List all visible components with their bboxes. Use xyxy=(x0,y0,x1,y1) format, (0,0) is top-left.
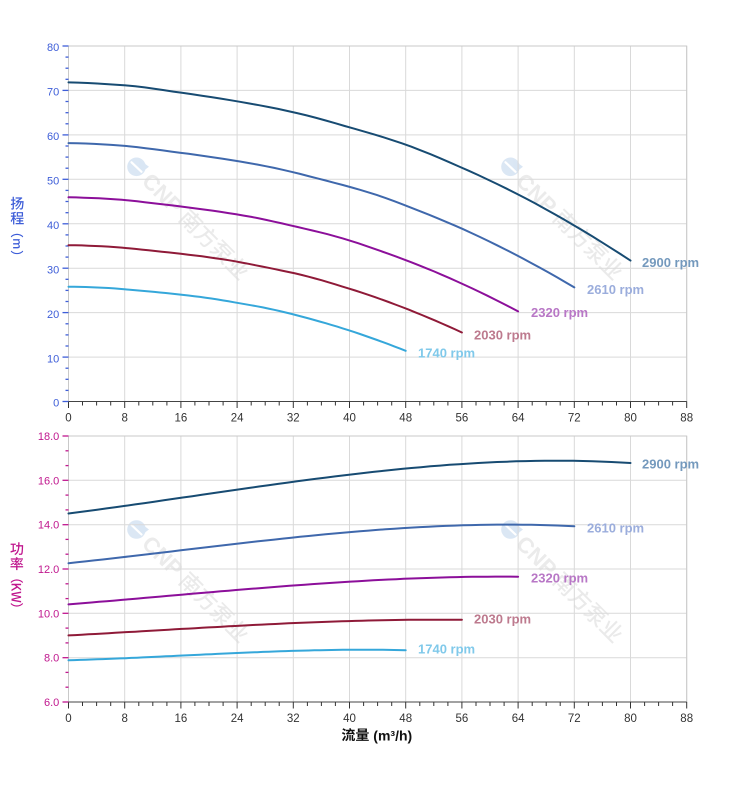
svg-text:40: 40 xyxy=(343,713,356,725)
svg-text:32: 32 xyxy=(287,713,300,725)
svg-text:1740 rpm: 1740 rpm xyxy=(418,642,475,657)
svg-text:2320 rpm: 2320 rpm xyxy=(531,305,588,320)
svg-text:80: 80 xyxy=(624,412,637,424)
svg-text:56: 56 xyxy=(456,412,469,424)
svg-text:2610 rpm: 2610 rpm xyxy=(587,282,644,297)
svg-text:2320 rpm: 2320 rpm xyxy=(531,571,588,586)
svg-text:80: 80 xyxy=(47,42,59,54)
svg-text:60: 60 xyxy=(47,131,59,143)
svg-text:72: 72 xyxy=(568,412,581,424)
svg-text:2900 rpm: 2900 rpm xyxy=(642,457,699,472)
svg-text:24: 24 xyxy=(231,713,244,725)
svg-text:24: 24 xyxy=(231,412,244,424)
svg-text:2610 rpm: 2610 rpm xyxy=(587,521,644,536)
svg-text:30: 30 xyxy=(47,264,59,276)
svg-text:12.0: 12.0 xyxy=(38,564,59,576)
svg-text:48: 48 xyxy=(399,713,412,725)
svg-text:72: 72 xyxy=(568,713,581,725)
svg-text:18.0: 18.0 xyxy=(38,431,59,443)
svg-text:48: 48 xyxy=(399,412,412,424)
svg-text:0: 0 xyxy=(65,412,71,424)
svg-text:8: 8 xyxy=(121,713,127,725)
svg-text:2030 rpm: 2030 rpm xyxy=(474,612,531,627)
svg-text:88: 88 xyxy=(680,412,693,424)
svg-text:10.0: 10.0 xyxy=(38,608,59,620)
svg-text:64: 64 xyxy=(512,713,525,725)
svg-text:0: 0 xyxy=(53,398,59,410)
svg-text:20: 20 xyxy=(47,309,59,321)
svg-text:56: 56 xyxy=(456,713,469,725)
svg-text:16: 16 xyxy=(175,713,188,725)
svg-text:32: 32 xyxy=(287,412,300,424)
svg-text:88: 88 xyxy=(680,713,693,725)
svg-text:16.0: 16.0 xyxy=(38,475,59,487)
svg-text:64: 64 xyxy=(512,412,525,424)
svg-text:16: 16 xyxy=(175,412,188,424)
svg-text:1740 rpm: 1740 rpm xyxy=(418,346,475,361)
svg-text:(m³/h): (m³/h) xyxy=(373,728,412,744)
svg-text:2030 rpm: 2030 rpm xyxy=(474,328,531,343)
svg-text:40: 40 xyxy=(343,412,356,424)
svg-text:8.0: 8.0 xyxy=(44,653,59,665)
svg-text:80: 80 xyxy=(624,713,637,725)
svg-text:0: 0 xyxy=(65,713,71,725)
svg-text:40: 40 xyxy=(47,220,59,232)
svg-text:50: 50 xyxy=(47,176,59,188)
svg-text:10: 10 xyxy=(47,353,59,365)
svg-text:8: 8 xyxy=(121,412,127,424)
svg-text:2900 rpm: 2900 rpm xyxy=(642,255,699,270)
svg-text:70: 70 xyxy=(47,87,59,99)
svg-text:14.0: 14.0 xyxy=(38,520,59,532)
svg-text:6.0: 6.0 xyxy=(44,697,59,709)
